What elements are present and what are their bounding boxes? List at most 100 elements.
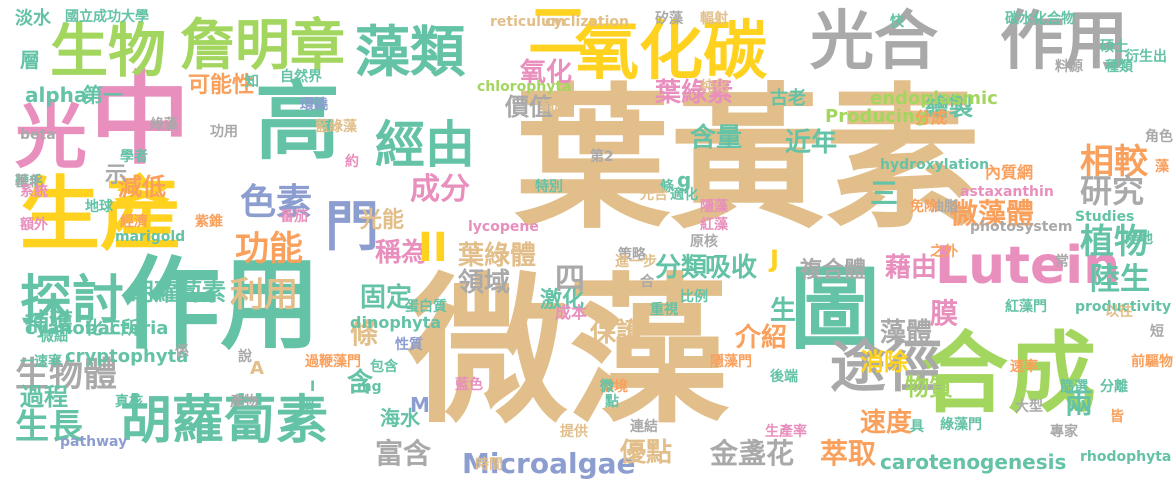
- cloud-word: 之外: [930, 244, 958, 260]
- cloud-word: 藍色: [455, 377, 483, 393]
- cloud-word: Producing: [825, 106, 928, 127]
- cloud-word: 時間: [475, 457, 503, 473]
- cloud-word: 分離: [1100, 379, 1128, 395]
- cloud-word: 分類: [655, 253, 708, 283]
- cloud-word: astaxanthin: [960, 184, 1054, 200]
- cloud-word: cyanobacteria: [25, 318, 169, 339]
- cloud-word: 策略: [618, 247, 646, 263]
- cloud-word: 保護: [590, 318, 643, 348]
- cloud-word: 含: [347, 368, 374, 398]
- cloud-word: 地球: [85, 199, 113, 215]
- cloud-word: 細: [300, 397, 314, 413]
- cloud-word: 專家: [1050, 424, 1078, 440]
- cloud-word: 葉綠體: [458, 241, 537, 271]
- cloud-word: 藻: [1155, 159, 1169, 175]
- cloud-word: 重視: [650, 302, 678, 318]
- cloud-word: 環境: [600, 379, 628, 395]
- cloud-word: 合: [640, 274, 654, 290]
- cloud-word: 藉由: [885, 253, 938, 283]
- cloud-word: Lutein: [935, 236, 1121, 296]
- cloud-word: cryptophyta: [65, 346, 189, 367]
- cloud-word: 纯化: [700, 79, 728, 95]
- cloud-word: 篩選: [1060, 379, 1088, 395]
- cloud-word: 包含: [370, 359, 398, 375]
- cloud-word: 條: [350, 317, 379, 350]
- cloud-word: 層: [20, 48, 40, 72]
- cloud-word: Studies: [1075, 209, 1135, 225]
- cloud-word: 吸收: [705, 253, 758, 283]
- cloud-word: 四: [555, 262, 585, 297]
- cloud-word: 領域: [458, 268, 511, 298]
- cloud-word: 物質: [905, 373, 953, 401]
- cloud-word: 藻體: [880, 318, 933, 348]
- cloud-word: 膜: [930, 297, 959, 330]
- cloud-word: 進一步: [615, 254, 657, 270]
- cloud-word: 葉黃素: [515, 69, 980, 250]
- cloud-word: 產物: [230, 394, 258, 410]
- cloud-word: 綠藻: [150, 117, 178, 133]
- cloud-word: 性質: [395, 337, 423, 353]
- cloud-word: 經濟: [120, 214, 148, 230]
- cloud-word: 生物體: [15, 355, 117, 395]
- cloud-word: 生長: [15, 407, 83, 447]
- cloud-word: 作用: [120, 246, 320, 363]
- cloud-word: 中: [90, 61, 190, 178]
- cloud-word: 具: [910, 419, 924, 435]
- cloud-word: I: [310, 379, 316, 395]
- cloud-word: J: [770, 245, 779, 273]
- cloud-word: cyclization: [545, 14, 629, 30]
- cloud-word: 富含: [375, 437, 432, 470]
- cloud-word: 古老: [770, 88, 806, 109]
- cloud-word: 第2: [590, 149, 614, 165]
- cloud-word: 第一: [83, 83, 123, 107]
- cloud-word: 成分: [410, 172, 470, 207]
- cloud-word: 輻射: [700, 11, 728, 27]
- cloud-word: carotenogenesis: [880, 450, 1067, 474]
- cloud-word: 原核: [690, 234, 718, 250]
- cloud-word: A: [250, 358, 264, 379]
- cloud-word: 探討: [20, 271, 125, 331]
- cloud-word: 紅藻: [700, 217, 728, 233]
- cloud-word: 大型: [1015, 399, 1043, 415]
- cloud-word: 三: [870, 177, 899, 210]
- cloud-word: 複合體: [800, 258, 867, 283]
- cloud-word: 藍綠藻: [315, 119, 357, 135]
- cloud-word: 成本: [555, 303, 588, 322]
- cloud-word: 點: [605, 394, 619, 410]
- cloud-word: 圖: [790, 257, 880, 362]
- cloud-word: 速度: [860, 408, 913, 438]
- cloud-word: Microalgae: [462, 447, 636, 480]
- cloud-word: lycopene: [468, 219, 539, 235]
- cloud-word: II: [418, 225, 448, 271]
- cloud-word: 繪製: [925, 93, 973, 121]
- cloud-word: 蛋白質: [405, 299, 447, 315]
- cloud-word: 捕獲: [25, 308, 73, 336]
- cloud-word: 光能: [360, 208, 405, 233]
- cloud-word: 功能: [235, 229, 303, 269]
- cloud-word: 微藻體: [950, 197, 1035, 230]
- cloud-word: 速率: [1010, 359, 1038, 375]
- cloud-word: 自然界: [280, 69, 322, 85]
- cloud-word: chlorophyta: [477, 79, 572, 95]
- cloud-word: 微: [600, 379, 614, 395]
- cloud-word: 植物: [1080, 222, 1148, 262]
- cloud-word: 常: [1055, 254, 1069, 270]
- cloud-word: 金盞花: [710, 437, 795, 470]
- cloud-word: rhodophyta: [1080, 449, 1172, 465]
- cloud-word: 色素: [240, 182, 313, 223]
- cloud-word: 國立成功大學: [65, 9, 149, 25]
- cloud-word: 提供: [560, 424, 588, 440]
- cloud-word: 輔助: [540, 99, 568, 115]
- cloud-word: 合成: [920, 322, 1097, 425]
- cloud-word: 紅藻門: [1005, 299, 1047, 315]
- cloud-word: 減低: [118, 173, 166, 201]
- cloud-word: 生物: [50, 17, 167, 85]
- cloud-word: 基化: [15, 174, 43, 190]
- cloud-word: 額外: [20, 217, 48, 233]
- cloud-word: 環繞: [300, 97, 328, 113]
- cloud-word: 葉綠素: [655, 78, 734, 108]
- cloud-word: 知: [245, 74, 259, 90]
- cloud-word: 生產率: [765, 424, 807, 440]
- cloud-word: 近年: [785, 128, 838, 158]
